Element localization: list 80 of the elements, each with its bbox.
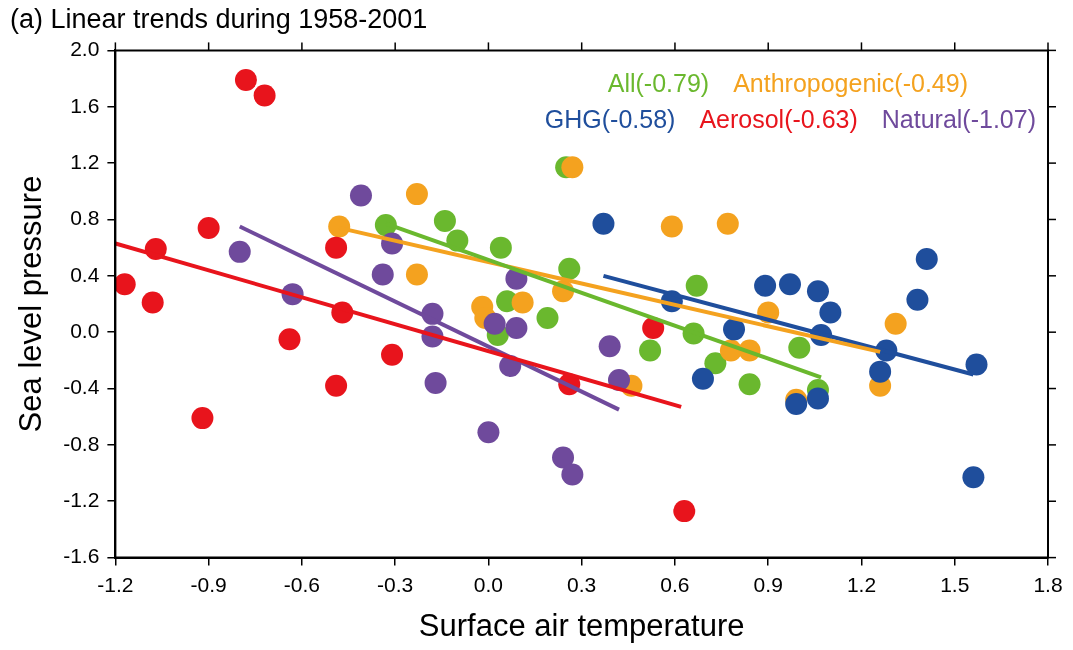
- point: [253, 84, 276, 107]
- point: [477, 421, 500, 444]
- x-tick-label: 1.2: [846, 573, 877, 596]
- point: [511, 291, 534, 314]
- x-tick-label: 0.6: [660, 573, 690, 596]
- point: [639, 339, 662, 362]
- point: [819, 301, 842, 324]
- point: [660, 215, 683, 238]
- point: [788, 336, 811, 359]
- point: [278, 328, 301, 351]
- chart-title: (a) Linear trends during 1958-2001: [10, 3, 428, 34]
- y-tick-label: 0.4: [70, 262, 100, 286]
- point: [738, 373, 761, 396]
- point: [598, 335, 621, 358]
- text: Natural(-1.07): [881, 105, 1037, 134]
- point: [962, 466, 985, 489]
- point: [592, 212, 615, 235]
- point: [723, 318, 746, 341]
- point: [552, 446, 575, 469]
- point: [754, 274, 777, 297]
- point: [424, 371, 447, 394]
- point: [349, 184, 372, 207]
- y-tick-label: 1.6: [70, 93, 100, 117]
- y-tick-label: -0.8: [63, 431, 100, 455]
- point: [483, 312, 506, 335]
- point: [884, 312, 907, 335]
- y-tick-label: 0.8: [70, 206, 100, 230]
- point: [228, 240, 251, 263]
- y-tick-label: -1.2: [63, 488, 100, 512]
- point: [115, 273, 136, 296]
- x-tick-label: 1.5: [940, 573, 970, 596]
- point: [915, 247, 938, 270]
- point: [558, 257, 581, 280]
- y-tick-label: 1.2: [70, 149, 100, 173]
- x-tick-label: -0.3: [377, 573, 414, 596]
- x-axis-title: Surface air temperature: [418, 607, 745, 643]
- point: [561, 463, 584, 486]
- point: [489, 236, 512, 259]
- text: GHG(-0.58): [544, 105, 676, 134]
- text: Anthropogenic(-0.49): [733, 69, 969, 98]
- point: [965, 353, 988, 376]
- point: [685, 274, 708, 297]
- point: [371, 263, 394, 286]
- point: [381, 343, 404, 366]
- point: [191, 407, 214, 430]
- point: [561, 156, 584, 179]
- point: [778, 273, 801, 296]
- x-tick-label: 0.9: [753, 573, 783, 596]
- point: [806, 280, 829, 303]
- point: [505, 316, 528, 339]
- y-tick-label: 0.0: [70, 318, 100, 342]
- x-tick-label: -0.9: [190, 573, 227, 596]
- x-tick-label: 0.0: [473, 573, 504, 596]
- point: [806, 387, 829, 410]
- point: [869, 360, 892, 383]
- point: [405, 183, 428, 206]
- point: [673, 500, 696, 523]
- y-tick-label: -0.4: [63, 375, 100, 399]
- x-tick-label: -0.6: [283, 573, 320, 596]
- y-tick-label: -1.6: [63, 544, 100, 568]
- point: [197, 216, 220, 239]
- text: All(-0.79): [607, 69, 710, 98]
- point: [785, 393, 808, 416]
- point: [433, 209, 456, 232]
- point: [141, 291, 164, 314]
- point: [704, 352, 727, 375]
- x-tick-label: 0.3: [567, 573, 597, 596]
- x-tick-label: -1.2: [97, 573, 134, 596]
- point: [405, 263, 428, 286]
- point: [536, 307, 559, 330]
- y-tick-label: 2.0: [70, 37, 100, 61]
- point: [234, 68, 257, 91]
- y-axis-title: Sea level pressure: [13, 175, 49, 433]
- point: [906, 288, 929, 311]
- point: [691, 367, 714, 390]
- point: [325, 374, 348, 397]
- text: Aerosol(-0.63): [699, 105, 858, 134]
- point: [716, 212, 739, 235]
- x-tick-label: 1.8: [1033, 573, 1063, 596]
- point: [325, 236, 348, 259]
